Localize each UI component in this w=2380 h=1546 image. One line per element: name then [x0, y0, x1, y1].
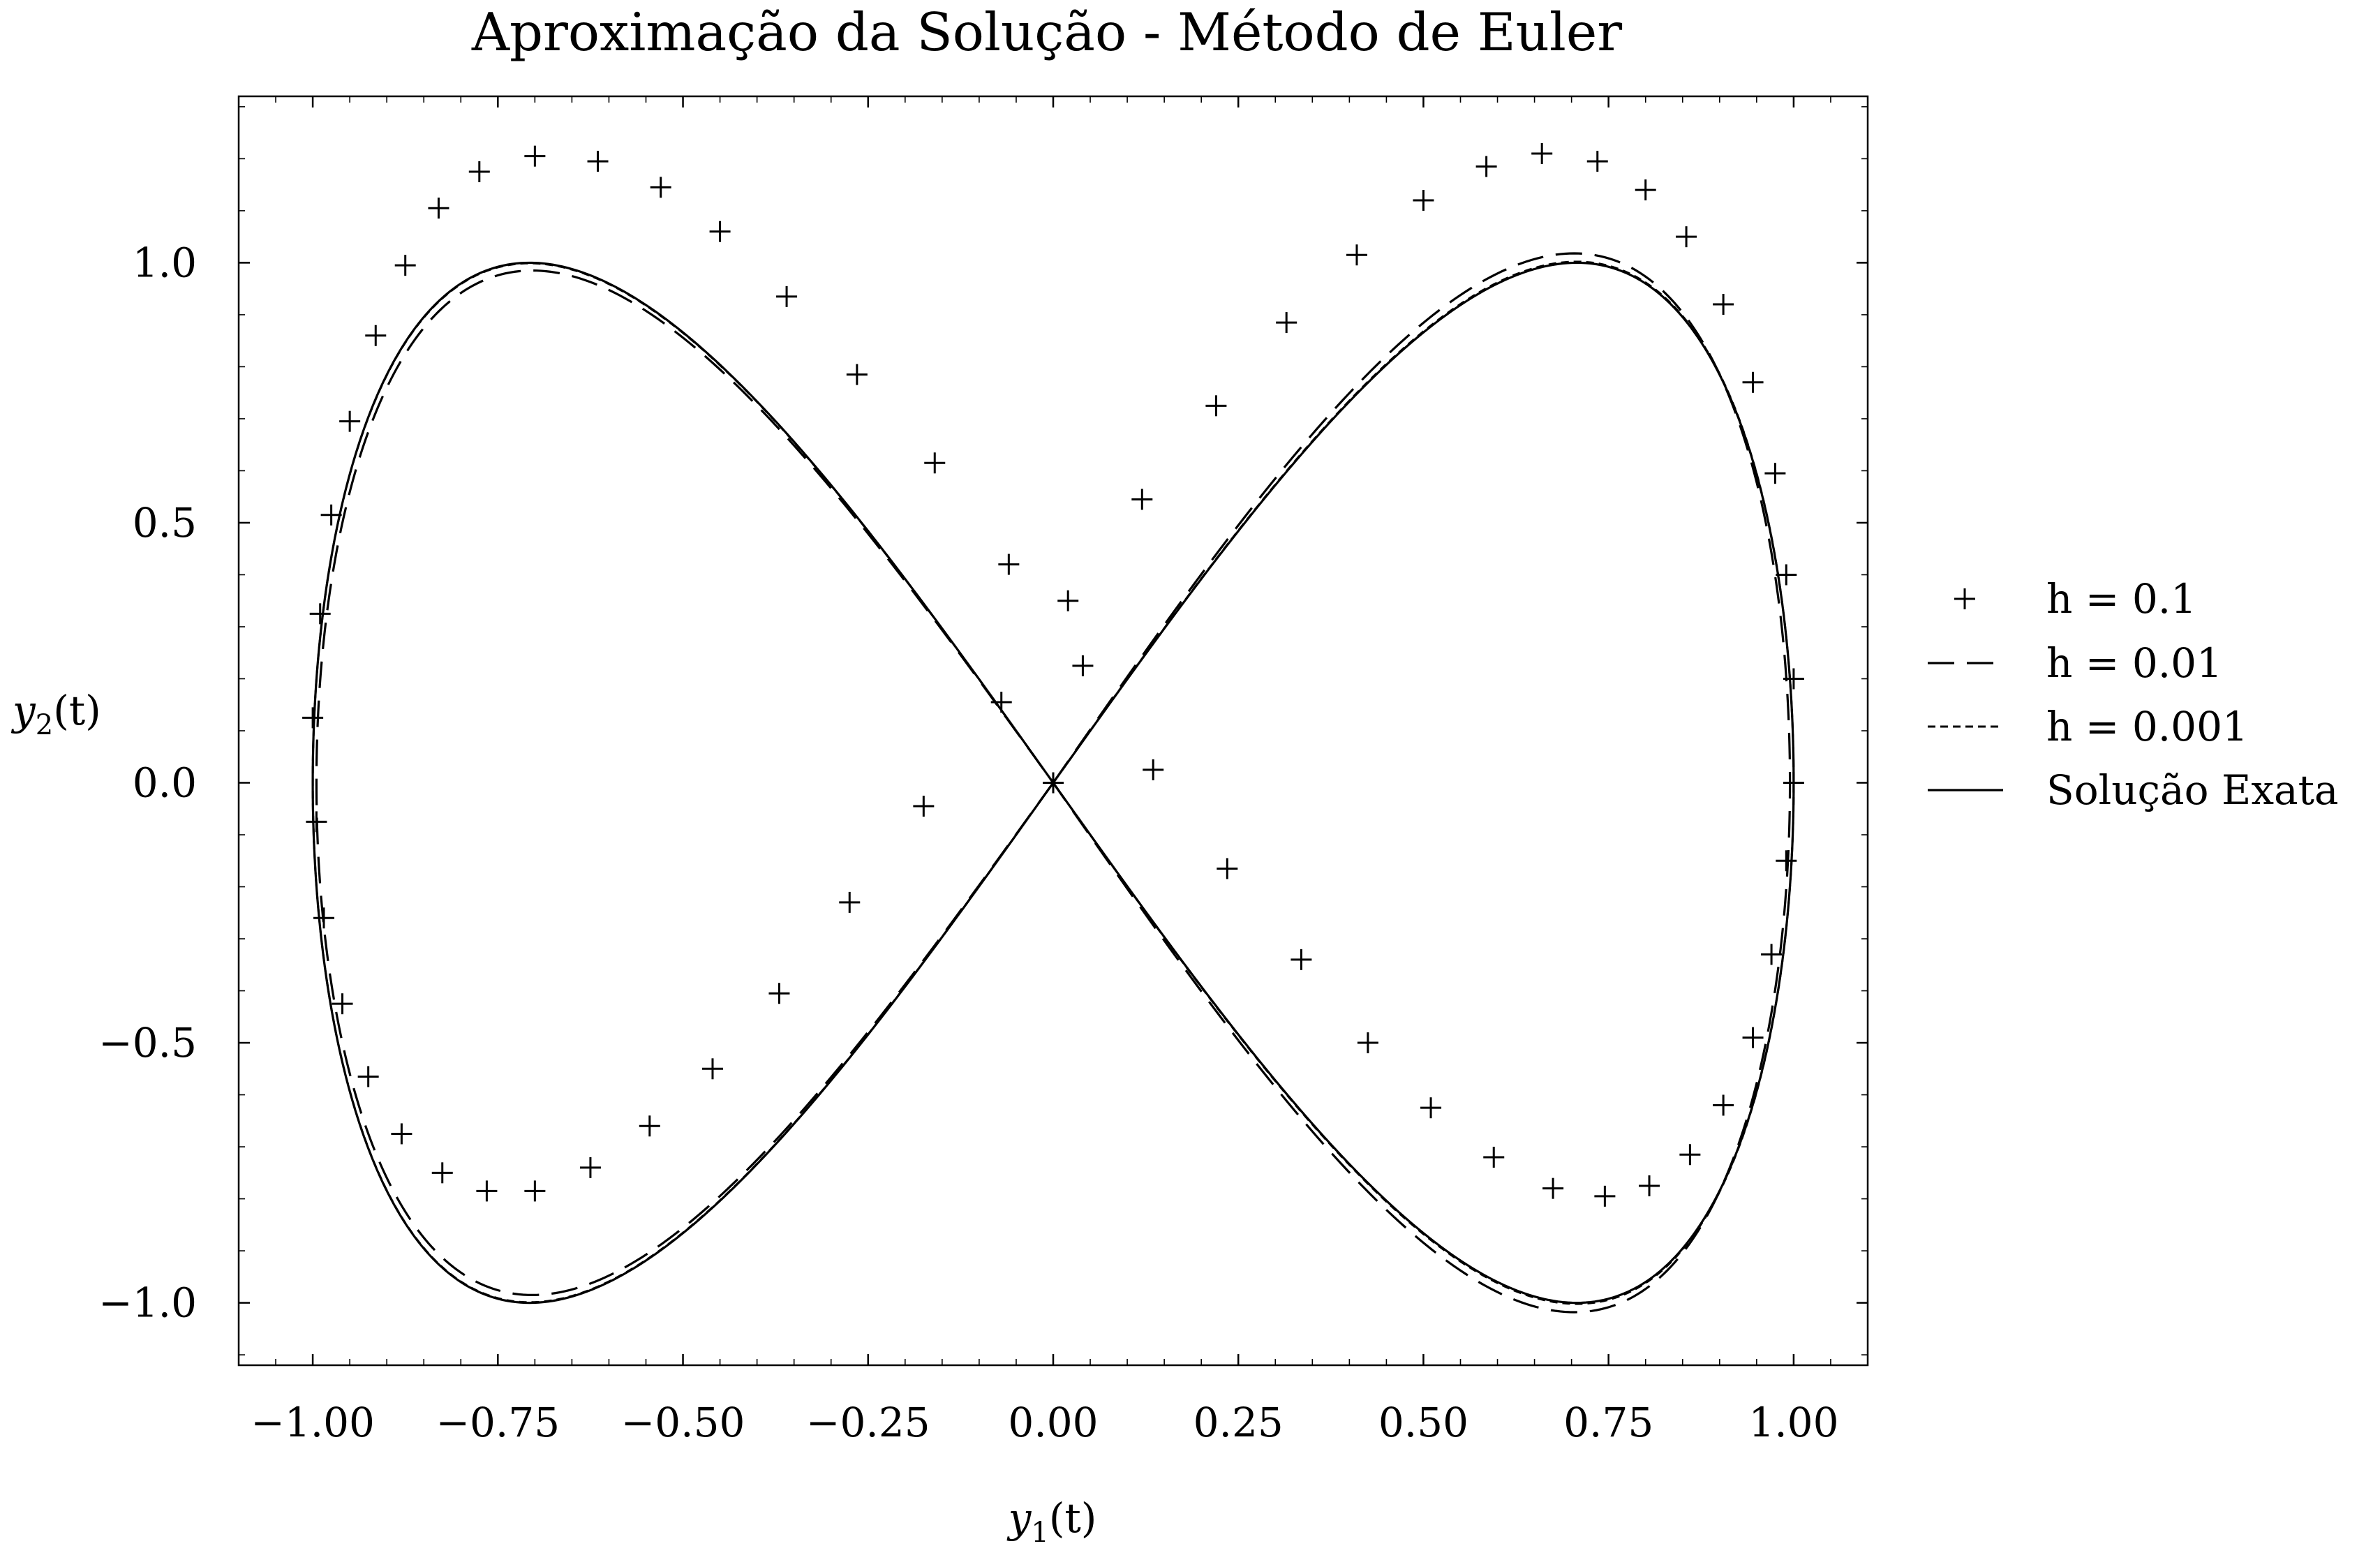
data-point-h01	[428, 198, 449, 219]
data-point-h01	[1542, 1177, 1564, 1199]
x-tick-label: 0.75	[1563, 1399, 1653, 1446]
data-point-h01	[924, 452, 946, 474]
data-point-h01	[701, 1058, 723, 1080]
y-tick-label: 0.5	[133, 499, 197, 547]
data-point-h01	[1742, 1027, 1764, 1048]
data-point-h01	[1713, 294, 1734, 315]
legend-label-h001: h = 0.01	[2046, 639, 2222, 687]
data-point-h01	[913, 796, 935, 817]
data-point-h01	[391, 1123, 412, 1145]
series-markers-h01	[302, 142, 1804, 1207]
data-point-h01	[1713, 1094, 1734, 1116]
legend: h = 0.1 h = 0.01 h = 0.001 Solução Exata	[1928, 575, 2339, 814]
data-point-h01	[302, 707, 324, 729]
data-point-h01	[1131, 489, 1153, 510]
x-axis-label: y1(t)	[1006, 1494, 1097, 1546]
data-point-h01	[339, 410, 361, 432]
data-point-h01	[768, 983, 790, 1004]
data-point-h01	[309, 603, 331, 625]
x-axis-ticks: −1.00 −0.75 −0.50 −0.25 0.00 0.25 0.50 0.75 1.00	[251, 96, 1838, 1446]
y-axis-label: y2(t)	[10, 687, 101, 741]
x-tick-label: −0.50	[621, 1399, 745, 1446]
y-axis-ticks: −1.0 −0.5 0.0 0.5 1.0	[98, 239, 1868, 1327]
chart-title: Aproximação da Solução - Método de Euler	[471, 1, 1622, 63]
x-tick-label: 0.25	[1193, 1399, 1284, 1446]
data-point-h01	[1679, 1144, 1701, 1166]
data-point-h01	[394, 255, 416, 276]
legend-marker-h01	[1954, 588, 1975, 609]
data-point-h01	[587, 151, 609, 172]
data-point-h01	[1676, 226, 1697, 248]
data-point-h01	[332, 993, 353, 1015]
data-point-h01	[846, 364, 868, 385]
data-point-h01	[1057, 590, 1079, 611]
legend-label-exact: Solução Exata	[2046, 766, 2339, 814]
data-point-h01	[1531, 142, 1553, 164]
data-point-h01	[1594, 1185, 1616, 1207]
y-tick-label: −0.5	[98, 1019, 197, 1066]
data-point-h01	[1413, 190, 1434, 211]
data-point-h01	[776, 285, 798, 307]
data-point-h01	[1072, 655, 1094, 676]
data-point-h01	[1776, 850, 1797, 872]
data-point-h01	[998, 553, 1020, 575]
data-point-h01	[1586, 151, 1608, 172]
data-point-h01	[1639, 1175, 1660, 1196]
series-layer	[302, 142, 1804, 1314]
data-point-h01	[1776, 564, 1797, 586]
data-point-h01	[1761, 944, 1783, 965]
data-point-h01	[639, 1115, 660, 1137]
x-tick-label: −0.25	[806, 1399, 930, 1446]
legend-label-h0001: h = 0.001	[2046, 703, 2248, 750]
data-point-h01	[1217, 858, 1238, 879]
data-point-h01	[431, 1162, 453, 1184]
data-point-h01	[1357, 1032, 1378, 1054]
x-tick-label: 0.50	[1378, 1399, 1468, 1446]
legend-label-h01: h = 0.1	[2046, 575, 2196, 623]
data-point-h01	[1346, 244, 1367, 266]
data-point-h01	[1143, 759, 1164, 780]
data-point-h01	[1420, 1097, 1442, 1119]
series-line-exact	[311, 261, 1795, 1305]
data-point-h01	[650, 177, 671, 198]
y-tick-label: 1.0	[133, 239, 197, 286]
data-point-h01	[1276, 312, 1297, 334]
data-point-h01	[468, 161, 490, 183]
data-point-h01	[476, 1180, 498, 1202]
data-point-h01	[357, 1066, 379, 1087]
data-point-h01	[579, 1157, 601, 1178]
x-tick-label: 1.00	[1748, 1399, 1838, 1446]
data-point-h01	[1475, 156, 1497, 177]
data-point-h01	[1205, 395, 1227, 417]
y-tick-label: −1.0	[98, 1279, 197, 1327]
data-point-h01	[1291, 949, 1312, 970]
data-point-h01	[1764, 463, 1786, 484]
data-point-h01	[320, 504, 342, 526]
x-tick-label: −1.00	[251, 1399, 375, 1446]
data-point-h01	[1742, 371, 1764, 393]
data-point-h01	[524, 145, 546, 167]
data-point-h01	[1635, 179, 1656, 201]
data-point-h01	[1483, 1146, 1505, 1168]
data-point-h01	[365, 325, 387, 346]
data-point-h01	[709, 221, 731, 242]
data-point-h01	[524, 1180, 546, 1202]
x-tick-label: 0.00	[1008, 1399, 1098, 1446]
y-tick-label: 0.0	[133, 759, 197, 807]
data-point-h01	[839, 891, 861, 913]
x-tick-label: −0.75	[436, 1399, 560, 1446]
